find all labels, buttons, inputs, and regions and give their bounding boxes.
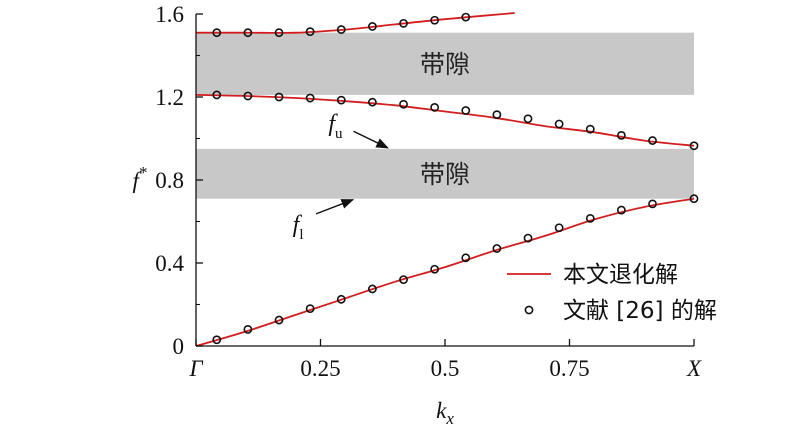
marker-point-0-0 [212, 335, 222, 345]
marker-point-2-8 [461, 12, 471, 22]
y-tick-label-2: 0.8 [155, 168, 184, 193]
x-axis-label-main: k [436, 398, 447, 423]
marker-point-2-2 [274, 28, 284, 38]
x-tick-label-3: 0.75 [549, 356, 589, 381]
line-series-curve-0 [195, 197, 695, 347]
axis-titles: kx f* [133, 163, 455, 428]
line-series-curve-1 [195, 94, 695, 147]
annotation-arrow-1 [315, 199, 355, 215]
legend-marker-swatch [524, 305, 534, 315]
marker-point-1-6 [399, 99, 408, 109]
annotation-label-main-0: f [328, 111, 338, 137]
y-axis-label: f* [133, 163, 148, 193]
marker-point-1-0 [212, 90, 222, 100]
x-tick-label-1: 0.25 [300, 356, 340, 381]
ticks-layer: 0 0.4 0.8 1.2 1.6 Γ 0.25 0.5 0.75 X [155, 2, 702, 381]
marker-point-0-2 [274, 315, 284, 325]
marker-point-0-9 [492, 244, 502, 253]
marker-point-2-1 [243, 28, 253, 38]
marker-point-0-15 [689, 194, 699, 204]
x-tick-label-0: Γ [188, 356, 203, 381]
annotation-label-0: fu [328, 111, 343, 142]
marker-point-0-3 [305, 304, 315, 314]
marker-point-0-14 [648, 199, 657, 209]
bandgap-label-1: 带隙 [420, 160, 470, 189]
marker-point-2-0 [212, 28, 222, 38]
annotation-arrow-0 [353, 130, 389, 149]
y-axis-label-sup: * [139, 163, 148, 182]
marker-point-0-7 [430, 264, 440, 274]
x-axis-label-sub: x [445, 409, 454, 428]
x-tick-label-4: X [686, 356, 702, 381]
marker-point-2-6 [399, 18, 408, 28]
marker-point-0-10 [523, 233, 533, 243]
x-axis-label: kx [436, 398, 454, 428]
marker-point-2-5 [367, 22, 377, 31]
y-tick-label-0: 0 [173, 334, 185, 359]
marker-point-0-11 [554, 223, 564, 233]
marker-point-1-3 [305, 93, 315, 103]
legend-entry-markers: 文献 [26] 的解 [563, 298, 717, 324]
annotation-label-1: fl [293, 212, 304, 243]
marker-point-1-1 [243, 91, 253, 101]
marker-point-0-5 [367, 284, 377, 294]
bandgap-rect-0 [196, 32, 694, 95]
marker-point-0-1 [243, 324, 253, 334]
y-tick-label-3: 1.2 [155, 85, 184, 110]
marker-point-1-13 [616, 130, 626, 140]
annotation-label-main-1: f [293, 212, 303, 238]
marker-point-1-8 [461, 106, 471, 115]
marker-point-1-11 [554, 119, 564, 129]
annotation-label-sub-1: l [299, 227, 303, 243]
marker-point-2-4 [336, 25, 346, 34]
marker-point-0-6 [399, 275, 408, 284]
annotation-label-sub-0: u [335, 126, 343, 142]
marker-point-1-12 [585, 124, 595, 134]
marker-point-1-10 [523, 114, 533, 124]
y-axis-label-main: f [133, 168, 143, 193]
marker-point-1-9 [492, 110, 502, 120]
marker-point-0-8 [461, 253, 471, 263]
y-tick-label-1: 0.4 [155, 251, 184, 276]
marker-point-1-7 [430, 102, 440, 112]
markers-layer [212, 12, 699, 345]
bandgap-label-0: 带隙 [420, 50, 470, 79]
legend-entry-line: 本文退化解 [563, 262, 678, 288]
bandgap-rect-1 [196, 148, 694, 199]
marker-point-1-2 [274, 92, 284, 102]
marker-point-0-4 [336, 294, 346, 304]
y-tick-label-4: 1.6 [155, 2, 184, 27]
marker-point-2-3 [305, 27, 315, 37]
marker-point-1-14 [648, 136, 657, 145]
marker-point-0-12 [585, 213, 595, 223]
marker-point-1-4 [336, 95, 346, 105]
marker-point-1-5 [367, 97, 377, 107]
marker-point-2-7 [430, 15, 440, 25]
marker-point-0-13 [616, 205, 626, 215]
line-series-curve-2 [196, 12, 515, 34]
x-tick-label-2: 0.5 [431, 356, 460, 381]
marker-point-1-15 [689, 141, 699, 151]
